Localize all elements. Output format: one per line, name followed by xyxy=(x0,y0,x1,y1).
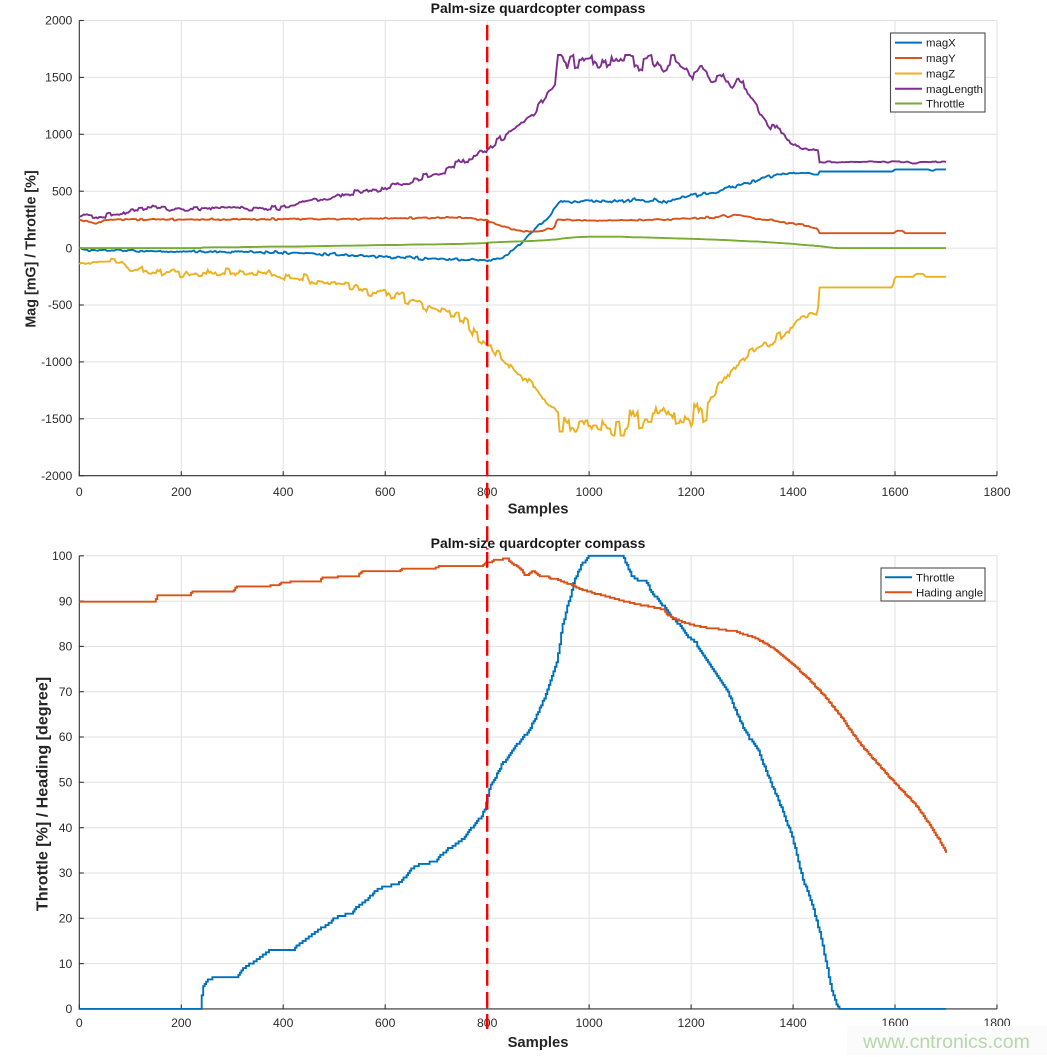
svg-text:Samples: Samples xyxy=(508,502,569,518)
svg-text:0: 0 xyxy=(66,241,73,255)
svg-text:magLength: magLength xyxy=(926,84,983,96)
svg-text:200: 200 xyxy=(171,1016,192,1030)
svg-text:80: 80 xyxy=(59,640,73,654)
svg-text:2000: 2000 xyxy=(45,14,72,28)
svg-text:50: 50 xyxy=(59,776,73,790)
svg-text:1000: 1000 xyxy=(576,1016,603,1030)
svg-text:Palm-size quardcopter compass: Palm-size quardcopter compass xyxy=(431,0,646,16)
svg-text:1000: 1000 xyxy=(45,128,72,142)
svg-text:40: 40 xyxy=(59,821,73,835)
svg-text:600: 600 xyxy=(375,485,396,499)
svg-text:Samples: Samples xyxy=(508,1035,569,1051)
svg-text:1400: 1400 xyxy=(780,1016,807,1030)
svg-text:0: 0 xyxy=(76,1016,83,1030)
svg-text:1400: 1400 xyxy=(780,485,807,499)
svg-text:-500: -500 xyxy=(48,298,73,312)
svg-text:1200: 1200 xyxy=(678,1016,705,1030)
svg-text:0: 0 xyxy=(66,1002,73,1016)
svg-text:600: 600 xyxy=(375,1016,396,1030)
svg-text:magX: magX xyxy=(926,38,956,50)
svg-text:20: 20 xyxy=(59,912,73,926)
svg-text:10: 10 xyxy=(59,957,73,971)
svg-text:Hading angle: Hading angle xyxy=(916,587,983,599)
svg-text:magZ: magZ xyxy=(926,69,955,81)
svg-text:200: 200 xyxy=(171,485,192,499)
svg-text:Palm-size quardcopter compass: Palm-size quardcopter compass xyxy=(431,535,646,551)
svg-text:70: 70 xyxy=(59,685,73,699)
svg-text:100: 100 xyxy=(52,549,73,563)
svg-text:Mag [mG] / Throttle [%]: Mag [mG] / Throttle [%] xyxy=(24,170,40,327)
svg-text:Throttle [%] / Heading [degree: Throttle [%] / Heading [degree] xyxy=(34,677,52,911)
svg-text:1800: 1800 xyxy=(983,485,1010,499)
svg-text:magY: magY xyxy=(926,53,956,65)
svg-text:www.cntronics.com: www.cntronics.com xyxy=(862,1031,1030,1053)
svg-text:1500: 1500 xyxy=(45,71,72,85)
svg-text:90: 90 xyxy=(59,594,73,608)
svg-text:-2000: -2000 xyxy=(41,469,72,483)
svg-text:60: 60 xyxy=(59,730,73,744)
svg-text:Throttle: Throttle xyxy=(926,99,965,111)
svg-text:-1500: -1500 xyxy=(41,412,72,426)
svg-text:1600: 1600 xyxy=(881,485,908,499)
svg-text:1000: 1000 xyxy=(576,485,603,499)
svg-text:Throttle: Throttle xyxy=(916,572,955,584)
svg-text:-1000: -1000 xyxy=(41,355,72,369)
svg-text:30: 30 xyxy=(59,866,73,880)
svg-text:0: 0 xyxy=(76,485,83,499)
svg-text:400: 400 xyxy=(273,485,294,499)
svg-text:400: 400 xyxy=(273,1016,294,1030)
svg-text:1200: 1200 xyxy=(678,485,705,499)
svg-text:500: 500 xyxy=(52,184,73,198)
